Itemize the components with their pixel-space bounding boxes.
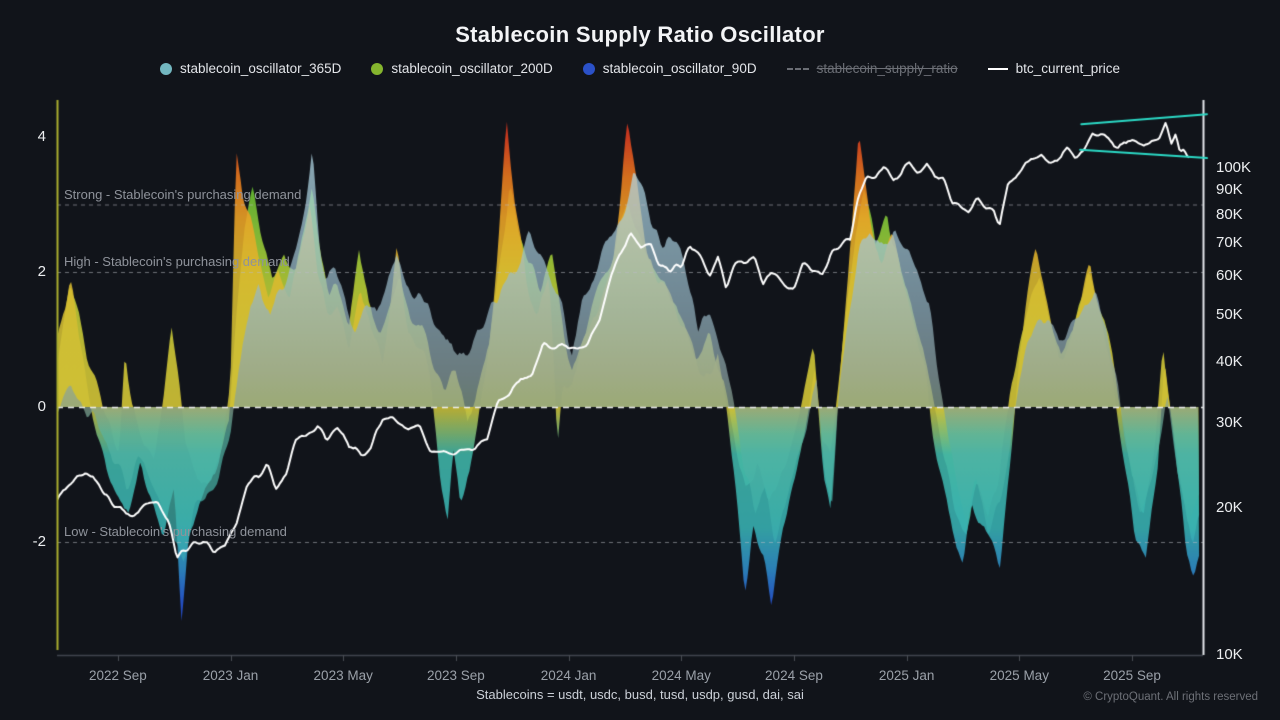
copyright-notice: © CryptoQuant. All rights reserved: [1083, 691, 1258, 703]
legend-label: stablecoin_oscillator_200D: [391, 61, 553, 76]
legend-item-oscillator-200d[interactable]: stablecoin_oscillator_200D: [371, 61, 553, 76]
blue-dot-icon: [582, 62, 595, 75]
stablecoins-footnote: Stablecoins = usdt, usdc, busd, tusd, us…: [476, 687, 804, 702]
teal-dot-icon: [160, 62, 173, 75]
dashed-line-icon: [786, 67, 809, 70]
legend-label: stablecoin_oscillator_365D: [180, 61, 342, 76]
white-line-icon: [987, 67, 1008, 70]
legend-label: btc_current_price: [1015, 61, 1120, 76]
legend-item-oscillator-90d[interactable]: stablecoin_oscillator_90D: [582, 61, 757, 76]
chart-title: Stablecoin Supply Ratio Oscillator: [455, 22, 825, 47]
legend-item-oscillator-365d[interactable]: stablecoin_oscillator_365D: [160, 61, 341, 76]
green-dot-icon: [371, 62, 384, 75]
legend: stablecoin_oscillator_365D stablecoin_os…: [0, 61, 1280, 76]
legend-label: stablecoin_oscillator_90D: [602, 61, 757, 76]
legend-item-btc-price[interactable]: btc_current_price: [987, 61, 1120, 76]
legend-label: stablecoin_supply_ratio: [816, 61, 958, 76]
legend-item-supply-ratio[interactable]: stablecoin_supply_ratio: [786, 61, 958, 76]
